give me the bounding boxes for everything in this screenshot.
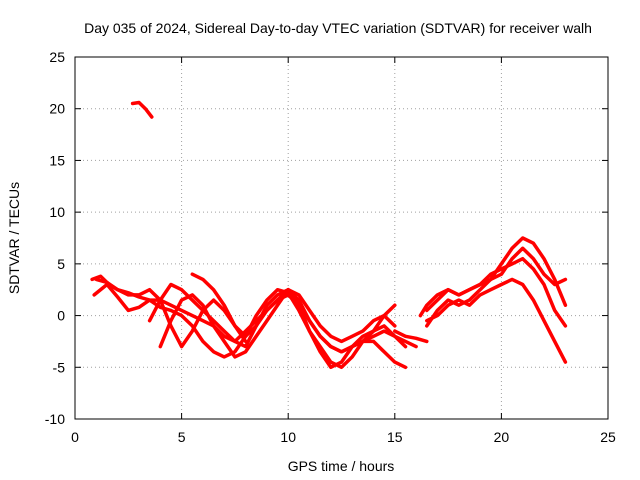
y-tick-label: -5 [53,359,66,375]
y-tick-label: 20 [49,101,65,117]
series-line-track-10 [425,256,568,328]
data-series [90,100,568,370]
series-line-track-7 [190,272,248,344]
grid [75,57,608,419]
x-tick-label: 10 [280,429,296,445]
y-axis-label: SDTVAR / TECUs [6,182,22,294]
y-tick-label: 0 [57,308,65,324]
y-tick-label: 25 [49,49,65,65]
series-line-track-1 [130,100,154,119]
x-axis-label: GPS time / hours [288,458,395,474]
series-line-track-11 [425,277,568,364]
x-tick-label: 15 [387,429,403,445]
plot-frame [74,56,609,420]
y-tick-label: 5 [57,256,65,272]
x-tick-label: 5 [178,429,186,445]
series-line-track-12 [393,329,429,344]
axis-ticks: 0 5 10 15 20 25 -10 -5 0 5 10 15 20 25 [45,49,616,445]
series-line-track-4 [94,277,397,349]
series-line-track-3 [92,282,418,370]
series-line-track-9 [425,236,568,328]
x-tick-label: 0 [71,429,79,445]
y-tick-label: -10 [45,411,65,427]
chart-title: Day 035 of 2024, Sidereal Day-to-day VTE… [84,20,592,36]
series-line-track-6 [158,287,397,370]
y-tick-label: 10 [49,204,65,220]
y-tick-label: 15 [49,152,65,168]
x-tick-label: 25 [600,429,616,445]
x-tick-label: 20 [494,429,510,445]
